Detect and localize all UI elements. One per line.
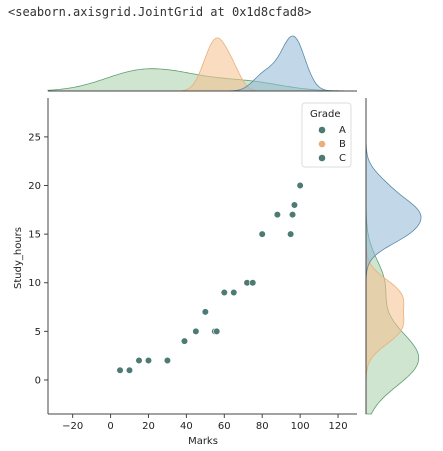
scatter-point-a xyxy=(296,181,304,190)
scatter-point-b xyxy=(201,308,209,316)
scatter-point-a xyxy=(273,211,281,219)
x-tick-label: 100 xyxy=(291,421,310,432)
x-tick-label: 40 xyxy=(180,421,193,432)
right-marginal-kde xyxy=(365,98,422,415)
y-tick-label: 0 xyxy=(35,375,41,386)
scatter-point-a xyxy=(258,230,266,238)
x-axis-label: Marks xyxy=(188,436,218,447)
legend-marker-b xyxy=(318,140,326,148)
scatter-point-c xyxy=(163,356,172,365)
scatter-point-c xyxy=(144,356,153,365)
y-tick-label: 20 xyxy=(28,181,41,192)
y-tick-label: 25 xyxy=(28,132,41,143)
scatter-point-c xyxy=(192,327,200,335)
main-scatter-axes xyxy=(47,98,357,415)
y-tick-label: 10 xyxy=(28,278,41,289)
x-axis-ticks: −20 0 20 40 60 80 100 120 xyxy=(62,414,348,432)
x-tick-label: 80 xyxy=(256,421,269,432)
scatter-point-c xyxy=(180,337,189,345)
legend-box xyxy=(301,102,352,168)
output-repr-text: <seaborn.axisgrid.JointGrid at 0x1d8cfad… xyxy=(8,5,312,19)
legend-marker-c xyxy=(318,154,326,162)
x-tick-label: 60 xyxy=(218,421,231,432)
legend-label-a: A xyxy=(339,125,346,136)
scatter-point-c xyxy=(125,366,134,374)
y-axis-ticks: 0 5 10 15 20 25 xyxy=(28,132,48,386)
scatter-point-c xyxy=(116,366,124,374)
scatter-points xyxy=(116,181,304,374)
scatter-point-a xyxy=(288,211,297,219)
legend-title: Grade xyxy=(310,109,341,120)
x-tick-label: 0 xyxy=(107,421,113,432)
scatter-point-b xyxy=(213,327,221,335)
x-tick-label: 120 xyxy=(328,421,347,432)
scatter-point-b xyxy=(220,288,228,297)
legend-marker-a xyxy=(318,126,326,134)
top-marginal-kde xyxy=(47,35,358,92)
scatter-point-b xyxy=(230,288,238,297)
y-axis-label: Study_hours xyxy=(13,227,24,289)
scatter-point-a xyxy=(287,230,295,238)
scatter-point-c xyxy=(249,279,257,287)
legend-label-b: B xyxy=(339,139,346,150)
y-tick-label: 15 xyxy=(28,230,41,241)
scatter-point-c xyxy=(135,356,143,365)
legend-label-c: C xyxy=(339,153,346,164)
x-tick-label: 20 xyxy=(142,421,155,432)
x-tick-label: −20 xyxy=(62,421,83,432)
scatter-point-a xyxy=(290,201,299,209)
y-tick-label: 5 xyxy=(35,327,41,338)
legend: Grade A B C xyxy=(301,102,352,168)
